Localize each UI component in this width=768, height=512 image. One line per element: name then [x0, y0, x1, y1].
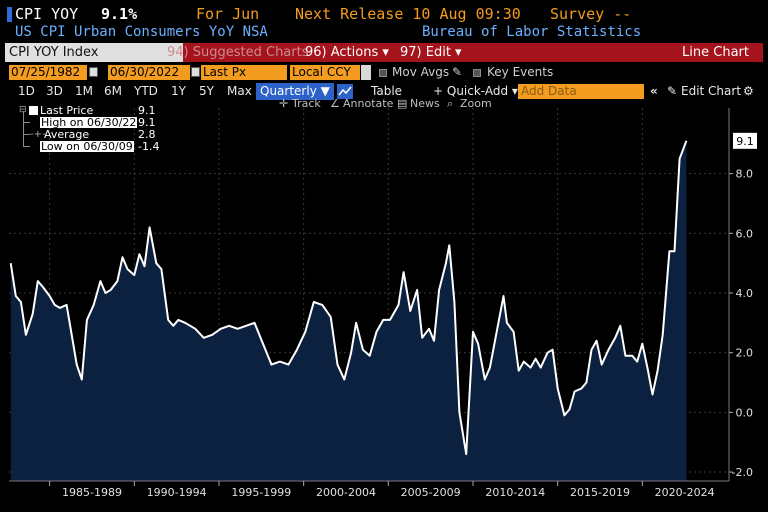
tree-line — [23, 111, 30, 123]
news-icon[interactable]: ▤ — [397, 97, 408, 110]
legend-high-value: 9.1 — [138, 116, 156, 129]
mov-avgs-checkbox[interactable] — [379, 69, 387, 77]
tree-line — [23, 135, 30, 147]
chart-plot[interactable]: -2.0 0.0 2.0 4.0 6.0 8.0 9.1 1985-1989 1990-199… — [5, 4, 763, 504]
period-label: For Jun — [196, 5, 260, 23]
chart-type-label[interactable]: Line Chart — [682, 45, 749, 60]
key-events-label[interactable]: Key Events — [487, 65, 554, 79]
zoom-button[interactable]: Zoom — [460, 97, 492, 110]
frequency-select[interactable]: Quarterly ▼ — [256, 83, 334, 100]
tab-max[interactable]: Max — [227, 84, 252, 98]
security-flag-icon — [7, 7, 12, 22]
tab-ytd[interactable]: YTD — [134, 84, 158, 98]
x-tick-label: 2000-2004 — [316, 486, 376, 499]
y-tick-label: 2.0 — [736, 347, 754, 360]
start-date-input[interactable]: 07/25/1982 — [9, 65, 87, 80]
x-tick-label: 1985-1989 — [62, 486, 122, 499]
legend-high: High on 06/30/22 9.1 — [19, 111, 159, 129]
date-range-row: 07/25/1982 06/30/2022 Last Px Local CCY … — [5, 64, 763, 81]
legend-last-price-value: 9.1 — [138, 104, 156, 117]
area-fill — [10, 140, 687, 482]
last-value-badge — [733, 132, 757, 149]
edit-pencil-icon[interactable]: ✎ — [667, 84, 678, 98]
table-button[interactable]: Table — [371, 84, 403, 98]
average-line-icon: -+- — [30, 129, 46, 140]
x-axis: 1985-1989 1990-1994 1995-1999 2000-2004 2005… — [9, 480, 729, 499]
tab-1y[interactable]: 1Y — [171, 84, 186, 98]
security-name: US CPI Urban Consumers YoY NSA — [15, 24, 268, 40]
quick-add-button[interactable]: + Quick-Add ▾ — [433, 84, 518, 98]
legend-average-value: 2.8 — [138, 128, 156, 141]
legend-average: -+- Average 2.8 — [19, 123, 159, 141]
edit-chart-button[interactable]: Edit Chart — [681, 84, 742, 98]
annotate-icon[interactable]: ∠ — [330, 97, 340, 110]
area-series — [9, 140, 688, 482]
last-price-swatch — [29, 106, 38, 115]
field-select[interactable]: Last Px — [201, 65, 287, 80]
next-release: Next Release 10 Aug 09:30 — [295, 5, 521, 23]
legend-average-label: Average — [44, 128, 90, 141]
y-tick-label: 8.0 — [736, 168, 754, 181]
track-button[interactable]: Track — [292, 97, 321, 110]
currency-dropdown-icon[interactable] — [361, 65, 371, 80]
x-tick-label: 1995-1999 — [231, 486, 291, 499]
legend-last-price-label: Last Price — [40, 104, 94, 117]
suggested-charts-menu[interactable]: 94) Suggested Charts — [167, 45, 309, 60]
key-events-checkbox[interactable] — [473, 69, 481, 77]
chart-window: CPI YOY 9.1% For Jun Next Release 10 Aug… — [5, 4, 763, 504]
add-data-input[interactable]: Add Data — [518, 84, 644, 99]
collapse-icon[interactable]: « — [650, 84, 658, 98]
y-tick-label: 0.0 — [736, 406, 754, 419]
legend-last-price[interactable]: ⊟ Last Price 9.1 — [19, 105, 159, 116]
y-tick-label: 6.0 — [736, 227, 754, 240]
tab-3d[interactable]: 3D — [46, 84, 63, 98]
survey-label: Survey -- — [550, 5, 632, 23]
cpi-line — [9, 140, 688, 456]
start-calendar-icon[interactable] — [89, 67, 98, 77]
annotate-button[interactable]: Annotate — [343, 97, 394, 110]
mov-avgs-label[interactable]: Mov Avgs — [392, 65, 450, 79]
y-tick-label: 4.0 — [736, 287, 754, 300]
last-value-badge-label: 9.1 — [736, 135, 754, 148]
end-calendar-icon[interactable] — [191, 67, 200, 77]
collapse-legend-icon[interactable]: ⊟ — [19, 105, 27, 115]
actions-menu[interactable]: 96) Actions ▾ — [305, 45, 389, 60]
tab-6m[interactable]: 6M — [104, 84, 122, 98]
legend-low-label: Low on 06/30/09 — [40, 140, 134, 153]
x-tick-label: 2010-2014 — [485, 486, 545, 499]
data-source: Bureau of Labor Statistics — [422, 24, 642, 40]
track-icon[interactable]: ✛ — [279, 97, 289, 110]
zoom-icon[interactable]: ⌕ — [447, 97, 454, 110]
menu-bar: CPI YOY Index 94) Suggested Charts 96) A… — [5, 43, 763, 62]
settings-gear-icon[interactable]: ⚙ — [743, 84, 754, 98]
currency-select[interactable]: Local CCY — [290, 65, 360, 80]
last-value: 9.1% — [101, 5, 138, 23]
y-axis: -2.0 0.0 2.0 4.0 6.0 8.0 9.1 — [728, 108, 757, 481]
x-tick-label: 2005-2009 — [401, 486, 461, 499]
tab-5y[interactable]: 5Y — [199, 84, 214, 98]
line-chart-icon[interactable] — [337, 84, 353, 99]
security-header: CPI YOY 9.1% For Jun Next Release 10 Aug… — [5, 5, 763, 23]
x-tick-label: 2020-2024 — [655, 486, 715, 499]
x-tick-label: 2015-2019 — [570, 486, 630, 499]
news-button[interactable]: News — [410, 97, 440, 110]
legend-low: Low on 06/30/09 -1.4 — [19, 135, 160, 153]
index-field[interactable]: CPI YOY Index — [5, 43, 183, 62]
pencil-icon[interactable]: ✎ — [452, 65, 463, 79]
legend-high-label: High on 06/30/22 — [40, 116, 138, 129]
range-tabs: 1D 3D 1M 6M YTD 1Y 5Y Max Quarterly ▼ Ta… — [5, 83, 763, 100]
end-date-input[interactable]: 06/30/2022 — [108, 65, 190, 80]
legend-low-value: -1.4 — [138, 140, 160, 153]
tab-1d[interactable]: 1D — [18, 84, 35, 98]
edit-menu[interactable]: 97) Edit ▾ — [400, 45, 462, 60]
tab-1m[interactable]: 1M — [75, 84, 93, 98]
security-description: US CPI Urban Consumers YoY NSA Bureau of… — [5, 23, 763, 41]
ticker[interactable]: CPI YOY — [15, 5, 79, 23]
chart-toolbar: ✛ Track ∠ Annotate ▤ News ⌕ Zoom — [5, 96, 763, 111]
x-tick-label: 1990-1994 — [147, 486, 207, 499]
tree-line — [23, 123, 30, 135]
y-tick-label: -2.0 — [732, 466, 753, 479]
